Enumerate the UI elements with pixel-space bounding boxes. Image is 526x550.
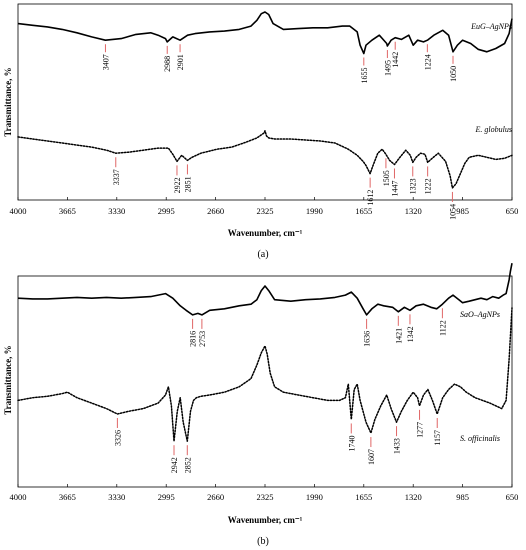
peak-label: 1054 [448, 204, 457, 220]
peak-label: 1050 [449, 66, 458, 82]
peak-label: 1495 [383, 60, 392, 76]
x-tick-label: 2995 [158, 206, 175, 216]
peak-label: 1122 [438, 320, 447, 336]
peak-label: 3326 [113, 430, 122, 446]
peak-label: 1157 [433, 430, 442, 446]
panel-a: Transmittance, % Wavenumber, cm⁻¹ (a) 40… [3, 3, 519, 260]
peak-label: 1222 [424, 178, 433, 194]
peak-label: 1636 [363, 331, 372, 347]
peak-label: 2942 [170, 457, 179, 473]
x-tick-label: 3665 [59, 206, 76, 216]
x-tick-label: 2995 [158, 492, 175, 502]
x-tick-label: 4000 [10, 492, 27, 502]
series-group [17, 11, 513, 189]
peak-label: 1505 [382, 170, 391, 186]
panel-caption: (a) [257, 249, 268, 260]
series-group [17, 263, 513, 442]
x-axis-label: Wavenumber, cm⁻¹ [228, 515, 303, 525]
x-tick-label: 2325 [257, 206, 274, 216]
peak-label: 1607 [367, 449, 376, 465]
peak-label: 2922 [173, 177, 182, 193]
x-tick-label: 985 [456, 492, 469, 502]
y-axis-label: Transmittance, % [3, 345, 13, 414]
peak-label: 2852 [183, 457, 192, 473]
peak-label: 1433 [393, 438, 402, 454]
peak-label: 3407 [101, 54, 110, 70]
series-name-label: EuG–AgNPs [470, 22, 512, 31]
x-tick-label: 3330 [108, 492, 125, 502]
x-tick-label: 2660 [207, 206, 224, 216]
x-tick-label: 2325 [257, 492, 274, 502]
series-name-label: SaO–AgNPs [460, 310, 500, 319]
panel-caption: (b) [257, 536, 269, 547]
peak-label: 1342 [406, 326, 415, 342]
peak-label: 1442 [391, 52, 400, 68]
series-labels: SaO–AgNPs S. officinalis [460, 310, 500, 443]
x-tick-label: 1990 [306, 206, 323, 216]
peak-label: 1224 [423, 54, 432, 70]
x-tick-label: 1320 [405, 492, 422, 502]
series-labels: EuG–AgNPs E. globulus [470, 22, 512, 134]
peak-label: 2851 [183, 176, 192, 192]
x-axis-label: Wavenumber, cm⁻¹ [228, 228, 303, 238]
series-line [17, 307, 513, 442]
peak-label: 1447 [390, 180, 399, 196]
x-tick-label: 1655 [355, 206, 372, 216]
x-tick-label: 1990 [306, 492, 323, 502]
peak-label: 1421 [394, 328, 403, 344]
x-tick-label: 2660 [207, 492, 224, 502]
peak-label: 1740 [347, 435, 356, 451]
x-tick-label: 650 [506, 492, 519, 502]
series-line [17, 11, 513, 55]
x-ticks: 4000 3665 3330 2995 2660 2325 1990 1655 1320 985 6… [10, 484, 519, 502]
x-tick-label: 650 [506, 206, 519, 216]
peak-label: 2816 [189, 331, 198, 347]
peak-label: 2988 [163, 56, 172, 72]
peak-label: 1655 [360, 68, 369, 84]
x-tick-label: 985 [456, 206, 469, 216]
x-tick-label: 4000 [10, 206, 27, 216]
peak-annotations: 2816 2753 1636 1421 1342 1122 3326 2942 2852 1740… [113, 308, 447, 473]
x-tick-label: 3330 [108, 206, 125, 216]
panel-b: Transmittance, % Wavenumber, cm⁻¹ (b) 40… [3, 263, 518, 547]
peak-label: 3337 [112, 169, 121, 185]
x-ticks: 4000 3665 3330 2995 2660 2325 1990 1655 1320 985 6… [10, 197, 519, 216]
series-name-label: E. globulus [475, 125, 512, 134]
y-axis-label: Transmittance, % [3, 67, 13, 136]
series-line [17, 263, 513, 316]
series-line [17, 130, 513, 189]
peak-label: 2901 [176, 54, 185, 70]
x-tick-label: 1320 [405, 206, 422, 216]
peak-label: 1323 [409, 178, 418, 194]
x-tick-label: 1655 [355, 492, 372, 502]
peak-label: 1612 [366, 190, 375, 206]
x-tick-label: 3665 [59, 492, 76, 502]
series-name-label: S. officinalis [460, 434, 500, 443]
peak-label: 2753 [198, 331, 207, 347]
peak-label: 1277 [416, 422, 425, 438]
